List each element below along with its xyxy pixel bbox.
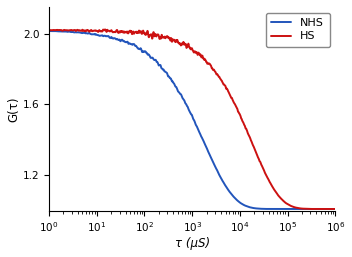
HS [80, 29, 84, 32]
HS [333, 207, 338, 210]
NHS [169, 78, 174, 81]
NHS [333, 207, 338, 210]
NHS [96, 34, 101, 37]
HS [96, 30, 101, 33]
NHS [297, 207, 301, 210]
Line: NHS: NHS [49, 31, 335, 209]
NHS [80, 32, 84, 35]
Line: HS: HS [49, 29, 335, 209]
NHS [157, 64, 161, 67]
HS [328, 207, 332, 210]
HS [169, 37, 174, 40]
NHS [47, 29, 51, 32]
X-axis label: τ (μS): τ (μS) [175, 237, 210, 250]
HS [47, 29, 51, 32]
HS [319, 207, 323, 210]
Legend: NHS, HS: NHS, HS [266, 13, 330, 47]
HS [297, 207, 301, 210]
HS [157, 35, 161, 38]
HS [103, 28, 107, 31]
Y-axis label: G(τ): G(τ) [7, 96, 20, 122]
NHS [275, 207, 279, 210]
NHS [328, 207, 332, 210]
